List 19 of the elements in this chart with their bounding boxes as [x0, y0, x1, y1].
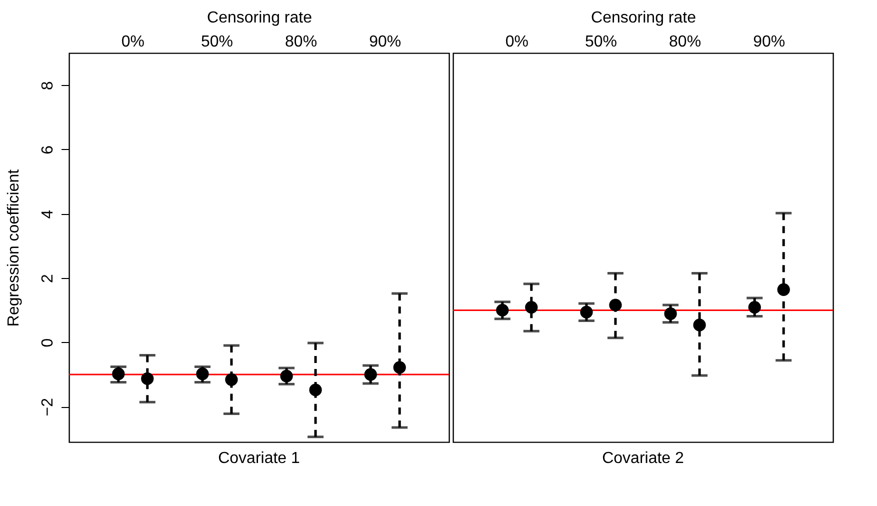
x2-axis-title: Censoring rate	[207, 10, 312, 26]
x-tick-label: 0%	[505, 34, 528, 50]
x2-axis-title: Censoring rate	[591, 10, 696, 26]
y-tick-label: 8	[40, 81, 56, 90]
y-tick-label: −2	[40, 398, 56, 416]
y-tick-label: 6	[40, 145, 56, 154]
x-axis-title: Covariate 2	[602, 450, 684, 467]
x-tick-label: 50%	[200, 34, 233, 50]
x-tick-label: 80%	[285, 34, 318, 50]
x-tick-label: 80%	[669, 34, 702, 50]
y-axis-title: Regression coefficient	[6, 168, 22, 327]
x-tick-label: 0%	[121, 34, 144, 50]
y-tick-label: 4	[40, 210, 56, 219]
x-tick-label: 90%	[369, 34, 402, 50]
x-axis-title: Covariate 1	[218, 450, 300, 467]
x-tick-label: 90%	[753, 34, 786, 50]
y-tick-label: 2	[40, 274, 56, 283]
y-tick-label: 0	[40, 338, 56, 348]
x-tick-label: 50%	[584, 34, 617, 50]
